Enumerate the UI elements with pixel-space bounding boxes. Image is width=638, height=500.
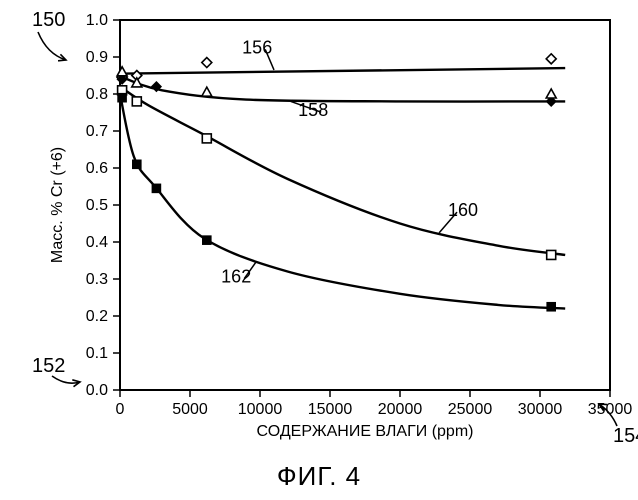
svg-text:0.1: 0.1: [86, 345, 108, 362]
svg-text:150: 150: [32, 9, 65, 31]
svg-text:0.3: 0.3: [86, 271, 108, 288]
svg-text:20000: 20000: [378, 401, 423, 418]
figure-root: 050001000015000200002500030000350000.00.…: [0, 0, 638, 500]
svg-text:154: 154: [613, 425, 638, 447]
svg-text:0.8: 0.8: [86, 86, 108, 103]
svg-text:152: 152: [32, 355, 65, 377]
svg-text:0.0: 0.0: [86, 382, 108, 399]
svg-text:0.4: 0.4: [86, 234, 108, 251]
svg-text:158: 158: [298, 100, 328, 120]
svg-text:25000: 25000: [448, 401, 493, 418]
svg-text:0.5: 0.5: [86, 197, 108, 214]
svg-text:1.0: 1.0: [86, 12, 108, 29]
svg-text:162: 162: [221, 267, 251, 287]
figure-caption: ФИГ. 4: [0, 461, 638, 492]
svg-text:0.6: 0.6: [86, 160, 108, 177]
chart-svg: 050001000015000200002500030000350000.00.…: [0, 0, 638, 460]
svg-text:СОДЕРЖАНИЕ ВЛАГИ (ppm): СОДЕРЖАНИЕ ВЛАГИ (ppm): [257, 423, 474, 440]
svg-text:0.9: 0.9: [86, 49, 108, 66]
svg-text:15000: 15000: [308, 401, 353, 418]
svg-text:156: 156: [242, 37, 272, 57]
svg-text:0: 0: [116, 401, 125, 418]
svg-text:Масс. % Cr (+6): Масс. % Cr (+6): [49, 147, 66, 263]
svg-text:30000: 30000: [518, 401, 563, 418]
svg-text:0.7: 0.7: [86, 123, 108, 140]
svg-text:160: 160: [448, 200, 478, 220]
svg-text:0.2: 0.2: [86, 308, 108, 325]
svg-text:10000: 10000: [238, 401, 283, 418]
svg-text:5000: 5000: [172, 401, 208, 418]
